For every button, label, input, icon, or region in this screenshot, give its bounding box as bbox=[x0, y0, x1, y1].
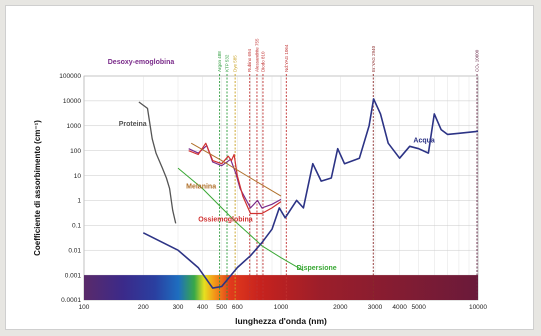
y-tick-label: 10 bbox=[74, 173, 82, 180]
y-tick-label: 0.0001 bbox=[61, 297, 81, 304]
x-axis-label: lunghezza d'onda (nm) bbox=[235, 316, 327, 326]
y-tick-label: 0.1 bbox=[72, 223, 81, 230]
series-labels: Proteina Desoxy-emoglobina Ossiemoglobina M… bbox=[108, 59, 435, 272]
laser-label: Alessandrite 755 bbox=[254, 38, 259, 72]
laser-label: Er:YAG 2940 bbox=[371, 45, 376, 72]
laser-label: Dye 585 bbox=[233, 55, 238, 72]
x-tick-label: 100 bbox=[79, 304, 90, 311]
y-tick-labels: 0.0001 0.001 0.01 0.1 1 10 100 1000 10000 100000 bbox=[59, 73, 81, 304]
x-tick-label: 1000 bbox=[274, 304, 289, 311]
y-tick-label: 1000 bbox=[67, 123, 82, 130]
x-tick-label: 400 bbox=[197, 304, 208, 311]
series-label: Dispersione bbox=[297, 265, 337, 272]
spectrum-band bbox=[84, 275, 478, 300]
x-tick-label: 500 bbox=[216, 304, 227, 311]
series-label: Melanina bbox=[186, 184, 216, 191]
laser-label: CO₂ 10600 bbox=[475, 49, 480, 72]
laser-lines: Argon 488 KTP 532 Dye 585 Rubino 694 Alessan… bbox=[217, 38, 480, 300]
x-tick-label: 10000 bbox=[469, 304, 487, 311]
y-tick-label: 1 bbox=[77, 198, 81, 205]
y-tick-label: 100000 bbox=[59, 73, 81, 80]
y-tick-label: 0.01 bbox=[68, 247, 81, 254]
x-tick-label: 300 bbox=[173, 304, 184, 311]
x-tick-label: 200 bbox=[138, 304, 149, 311]
series-line bbox=[177, 167, 304, 272]
series-line bbox=[142, 98, 479, 289]
y-axis-label: Coefficiente di assorbimento (cm⁻¹) bbox=[33, 120, 42, 256]
y-tick-label: 100 bbox=[70, 148, 81, 155]
series-line bbox=[190, 142, 282, 197]
y-tick-label: 10000 bbox=[63, 98, 81, 105]
x-tick-label: 3000 bbox=[368, 304, 383, 311]
series-label: Desoxy-emoglobina bbox=[108, 59, 175, 66]
series-line bbox=[188, 142, 282, 215]
series-lines bbox=[138, 98, 479, 289]
grid-lines bbox=[83, 75, 479, 301]
y-tick-label: 0.001 bbox=[65, 272, 82, 279]
laser-label: Diodo 810 bbox=[260, 51, 265, 72]
laser-label: Argon 488 bbox=[217, 51, 222, 72]
x-tick-label: 600 bbox=[232, 304, 243, 311]
laser-label: Rubino 694 bbox=[247, 48, 252, 72]
laser-label: KTP 532 bbox=[225, 54, 230, 72]
series-label: Ossiemoglobina bbox=[198, 217, 253, 224]
x-tick-labels: 100 200 300 400 500 600 1000 2000 3000 4000 5000 10… bbox=[79, 304, 488, 311]
series-label: Acqua bbox=[413, 138, 435, 145]
series-label: Proteina bbox=[119, 121, 147, 128]
x-tick-label: 2000 bbox=[333, 304, 348, 311]
laser-label: Nd:YAG 1064 bbox=[284, 44, 289, 72]
x-tick-label: 5000 bbox=[411, 304, 426, 311]
series-line bbox=[138, 101, 177, 224]
x-tick-label: 4000 bbox=[392, 304, 407, 311]
